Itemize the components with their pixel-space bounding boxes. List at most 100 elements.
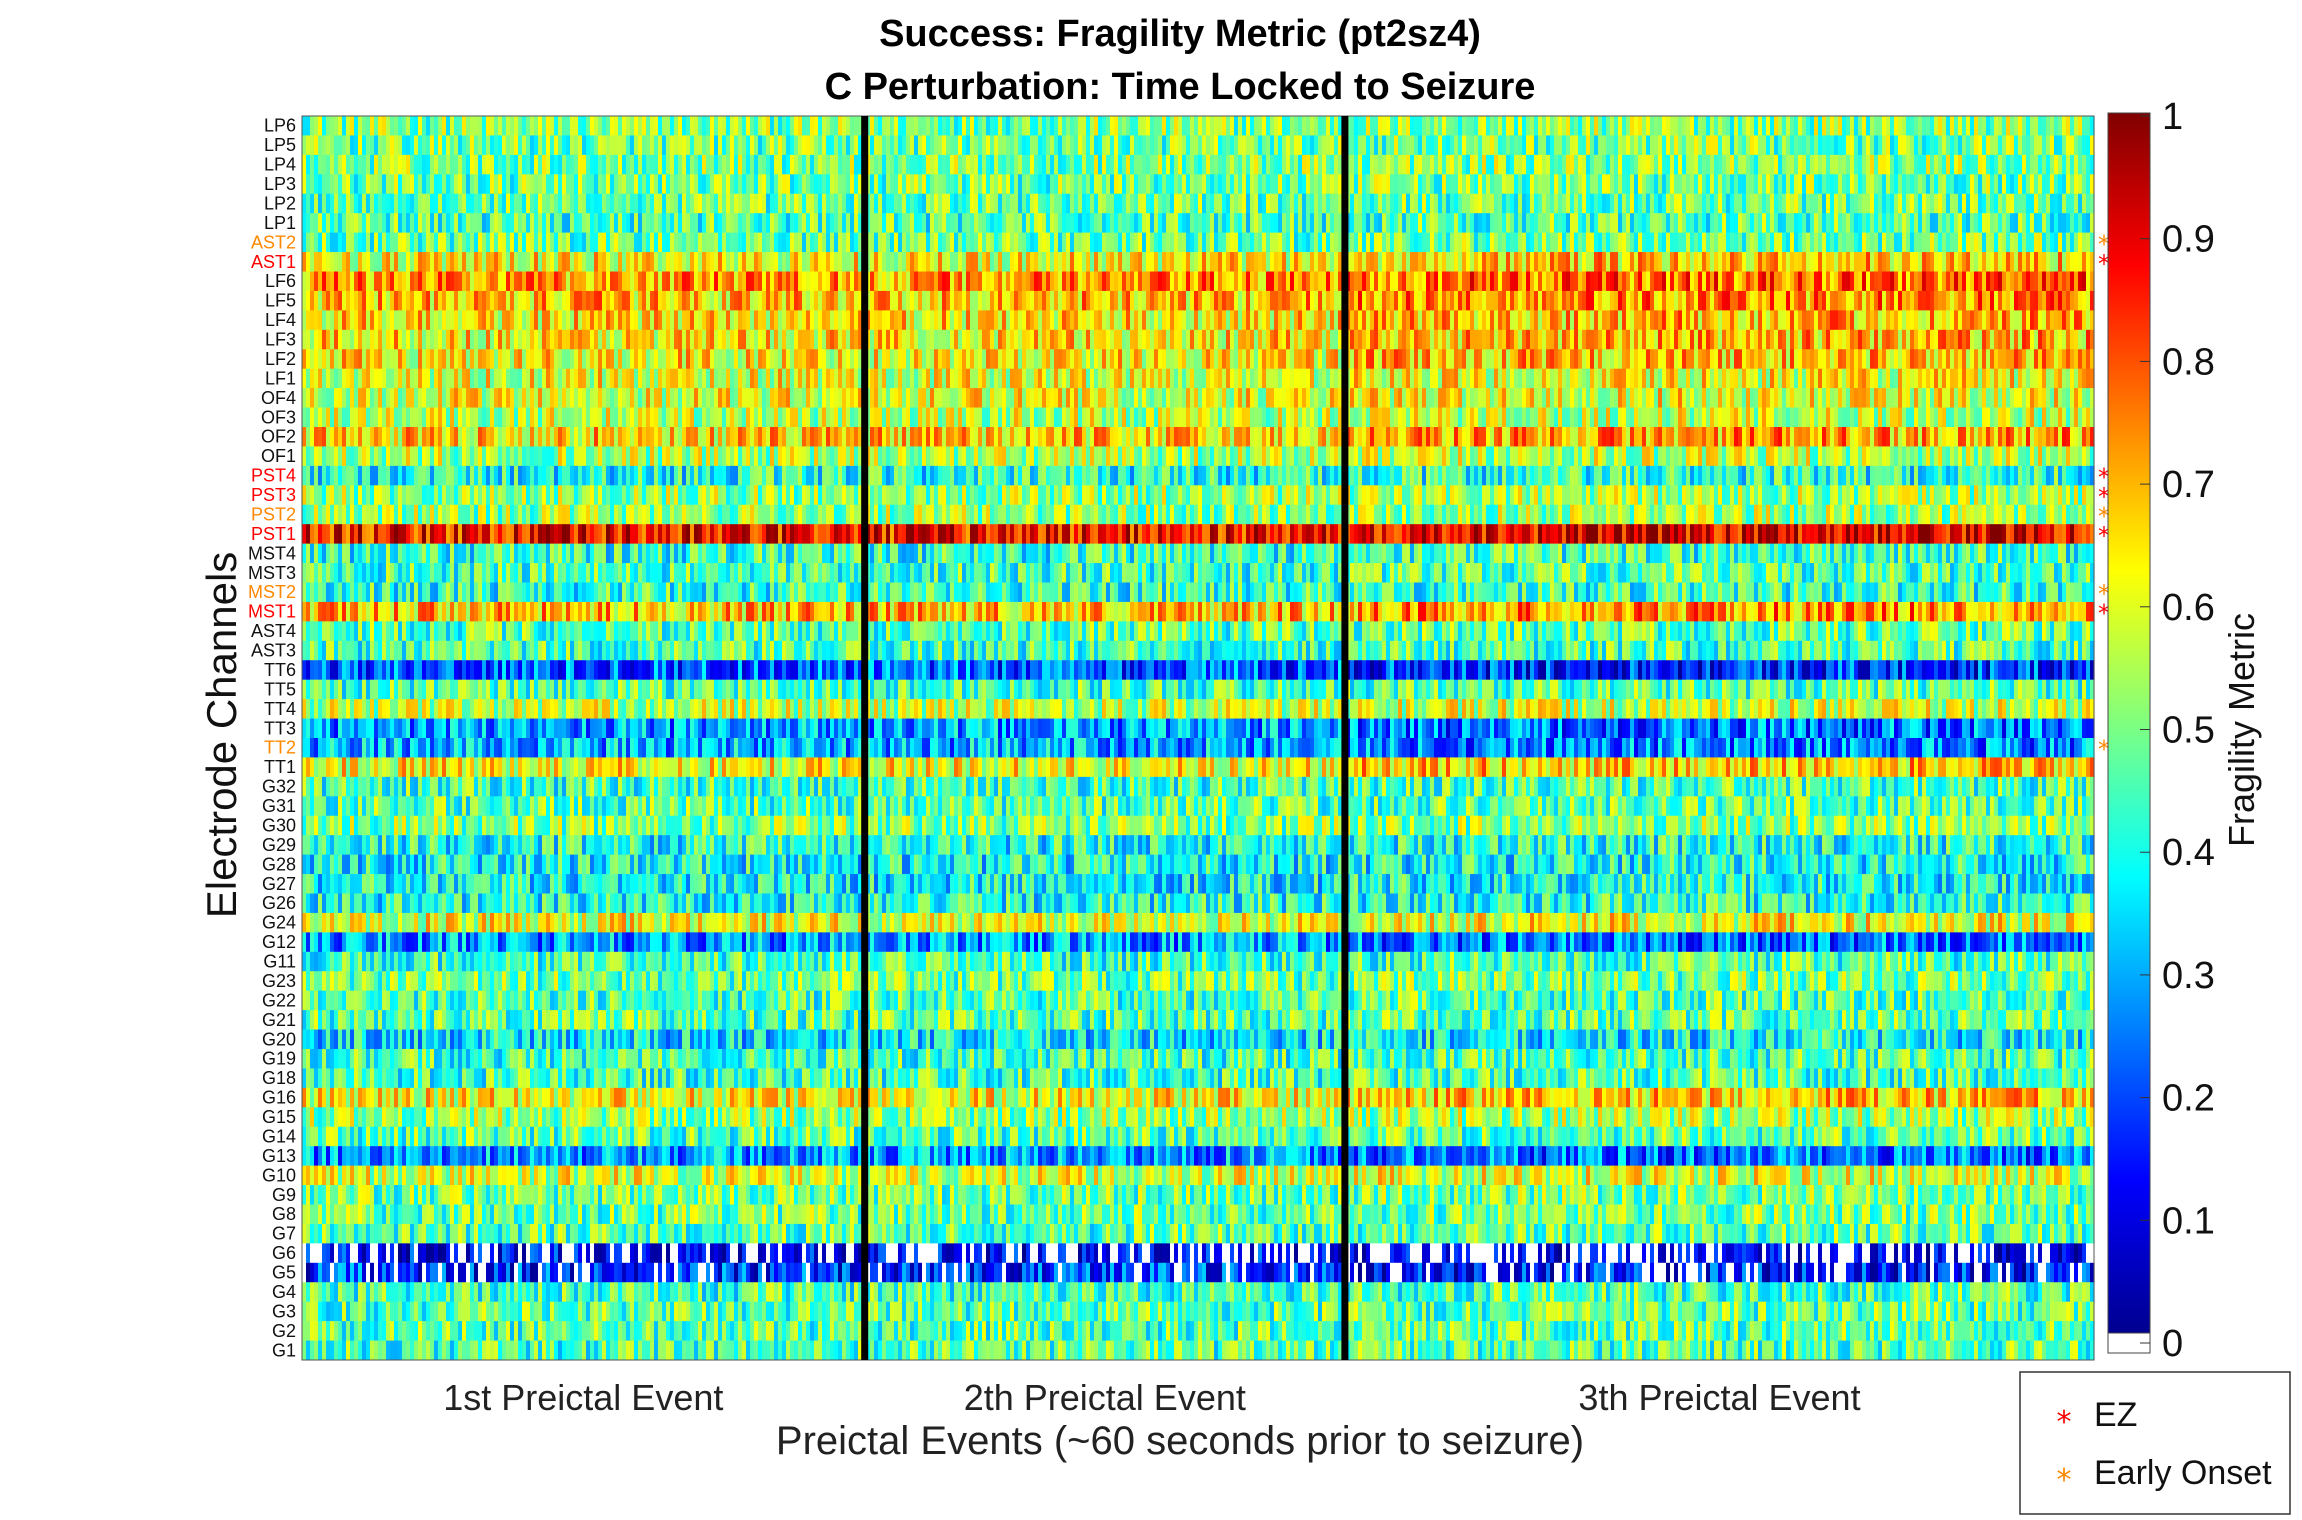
- heatmap-cell: [2074, 233, 2079, 253]
- heatmap-cell: [966, 116, 971, 136]
- heatmap-cell: [650, 252, 655, 272]
- heatmap-cell: [1866, 233, 1871, 253]
- heatmap-cell: [306, 330, 311, 350]
- heatmap-cell: [1302, 135, 1307, 155]
- heatmap-cell: [1498, 291, 1503, 311]
- heatmap-cell: [1238, 252, 1243, 272]
- heatmap-cell: [1966, 116, 1971, 136]
- heatmap-cell: [962, 213, 967, 233]
- heatmap-cell: [1690, 174, 1695, 194]
- heatmap-cell: [1766, 272, 1771, 292]
- heatmap-cell: [1046, 194, 1051, 214]
- heatmap-cell: [1578, 155, 1583, 175]
- heatmap-cell: [1006, 213, 1011, 233]
- heatmap-cell: [1918, 135, 1923, 155]
- heatmap-cell: [678, 155, 683, 175]
- heatmap-cell: [1126, 310, 1131, 330]
- heatmap-cell: [1846, 155, 1851, 175]
- heatmap-cell: [702, 194, 707, 214]
- heatmap-cell: [1602, 233, 1607, 253]
- heatmap-cell: [1258, 252, 1263, 272]
- heatmap-cell: [746, 310, 751, 330]
- heatmap-cell: [1522, 233, 1527, 253]
- heatmap-cell: [446, 310, 451, 330]
- heatmap-cell: [1534, 310, 1539, 330]
- heatmap-cell: [1370, 233, 1375, 253]
- heatmap-cell: [2002, 252, 2007, 272]
- heatmap-cell: [522, 174, 527, 194]
- heatmap-cell: [1954, 155, 1959, 175]
- heatmap-cell: [706, 135, 711, 155]
- heatmap-cell: [934, 194, 939, 214]
- heatmap-cell: [1818, 233, 1823, 253]
- heatmap-cell: [806, 116, 811, 136]
- heatmap-cell: [1718, 116, 1723, 136]
- heatmap-cell: [1714, 174, 1719, 194]
- heatmap-cell: [782, 233, 787, 253]
- heatmap-cell: [594, 194, 599, 214]
- heatmap-cell: [942, 174, 947, 194]
- heatmap-cell: [662, 174, 667, 194]
- heatmap-cell: [926, 194, 931, 214]
- heatmap-cell: [1318, 174, 1323, 194]
- heatmap-cell: [1942, 194, 1947, 214]
- heatmap-cell: [562, 135, 567, 155]
- heatmap-cell: [2086, 213, 2091, 233]
- heatmap-cell: [974, 135, 979, 155]
- heatmap-cell: [774, 252, 779, 272]
- heatmap-cell: [374, 233, 379, 253]
- heatmap-cell: [1714, 272, 1719, 292]
- heatmap-cell: [414, 194, 419, 214]
- heatmap-cell: [1254, 213, 1259, 233]
- heatmap-cell: [1558, 174, 1563, 194]
- heatmap-cell: [922, 291, 927, 311]
- heatmap-cell: [1330, 272, 1335, 292]
- heatmap-cell: [1214, 174, 1219, 194]
- heatmap-cell: [1974, 174, 1979, 194]
- heatmap-cell: [1878, 135, 1883, 155]
- heatmap-cell: [1242, 252, 1247, 272]
- heatmap-cell: [1530, 116, 1535, 136]
- heatmap-cell: [1274, 194, 1279, 214]
- heatmap-cell: [1130, 155, 1135, 175]
- heatmap-cell: [1954, 272, 1959, 292]
- heatmap-cell: [1530, 252, 1535, 272]
- heatmap-cell: [1662, 291, 1667, 311]
- heatmap-cell: [674, 310, 679, 330]
- heatmap-cell: [1298, 213, 1303, 233]
- heatmap-cell: [1166, 135, 1171, 155]
- heatmap-cell: [1238, 135, 1243, 155]
- heatmap-cell: [1354, 155, 1359, 175]
- heatmap-cell: [1242, 116, 1247, 136]
- heatmap-cell: [1450, 252, 1455, 272]
- heatmap-cell: [1006, 272, 1011, 292]
- heatmap-cell: [1334, 174, 1339, 194]
- heatmap-cell: [430, 194, 435, 214]
- heatmap-cell: [1138, 233, 1143, 253]
- heatmap-cell: [458, 155, 463, 175]
- heatmap-cell: [1910, 155, 1915, 175]
- heatmap-cell: [598, 213, 603, 233]
- heatmap-cell: [2042, 174, 2047, 194]
- heatmap-cell: [1694, 252, 1699, 272]
- heatmap-cell: [394, 252, 399, 272]
- heatmap-cell: [382, 194, 387, 214]
- heatmap-cell: [2010, 252, 2015, 272]
- heatmap-cell: [1506, 174, 1511, 194]
- heatmap-cell: [1634, 291, 1639, 311]
- heatmap-cell: [1590, 174, 1595, 194]
- heatmap-cell: [1730, 155, 1735, 175]
- heatmap-cell: [406, 135, 411, 155]
- heatmap-cell: [1562, 291, 1567, 311]
- heatmap-cell: [566, 272, 571, 292]
- heatmap-cell: [1866, 194, 1871, 214]
- heatmap-cell: [1266, 194, 1271, 214]
- heatmap-cell: [898, 174, 903, 194]
- heatmap-cell: [1698, 310, 1703, 330]
- heatmap-cell: [1870, 116, 1875, 136]
- heatmap-cell: [402, 252, 407, 272]
- heatmap-cell: [414, 233, 419, 253]
- heatmap-cell: [1470, 174, 1475, 194]
- heatmap-cell: [1878, 272, 1883, 292]
- heatmap-cell: [1038, 252, 1043, 272]
